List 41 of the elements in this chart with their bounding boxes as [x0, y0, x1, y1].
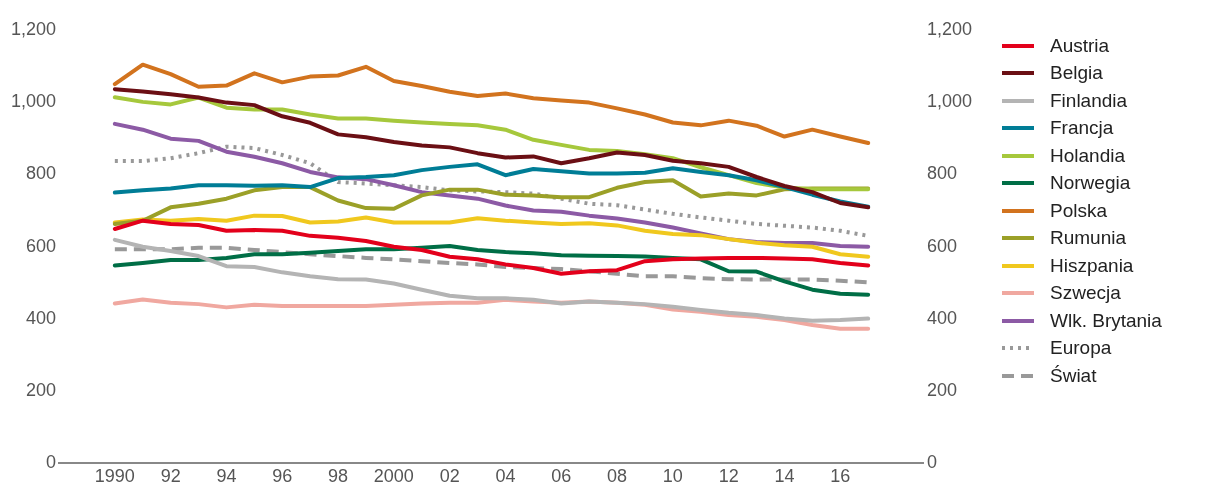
- legend-label: Świat: [1050, 364, 1097, 387]
- x-tick-label: 92: [160, 466, 181, 487]
- x-tick-label: 06: [551, 466, 572, 487]
- y2-tick-label: 800: [926, 163, 957, 184]
- x-tick-label: 16: [830, 466, 851, 487]
- legend-label: Austria: [1050, 34, 1110, 57]
- x-tick-label: 14: [774, 466, 795, 487]
- y-tick-label: 600: [26, 235, 57, 256]
- y-tick-label: 0: [46, 452, 57, 473]
- legend-label: Finlandia: [1050, 89, 1128, 112]
- legend-label: Belgia: [1050, 62, 1103, 85]
- y-tick-label: 800: [26, 163, 57, 184]
- y2-tick-label: 600: [926, 235, 957, 256]
- y2-tick-label: 0: [926, 452, 937, 473]
- y2-tick-label: 200: [926, 380, 957, 401]
- x-tick-label: 08: [607, 466, 628, 487]
- legend-label: Szwecja: [1050, 282, 1121, 305]
- x-tick-label: 96: [272, 466, 293, 487]
- x-tick-label: 04: [495, 466, 516, 487]
- y-tick-label: 1,200: [11, 18, 57, 39]
- x-tick-label: 02: [439, 466, 460, 487]
- x-tick-label: 98: [328, 466, 349, 487]
- x-tick-label: 94: [216, 466, 237, 487]
- y-tick-label: 200: [26, 380, 57, 401]
- legend-label: Francja: [1050, 117, 1114, 140]
- legend-label: Polska: [1050, 199, 1108, 222]
- legend-label: Holandia: [1050, 144, 1125, 167]
- legend-label: Wlk. Brytania: [1050, 309, 1162, 332]
- x-tick-label: 1990: [94, 466, 135, 487]
- x-tick-label: 12: [718, 466, 739, 487]
- x-tick-label: 10: [662, 466, 683, 487]
- y2-tick-label: 1,200: [926, 18, 972, 39]
- y2-tick-label: 400: [926, 307, 957, 328]
- legend-label: Rumunia: [1050, 227, 1127, 250]
- legend-label: Hiszpania: [1050, 254, 1134, 277]
- y-tick-label: 1,000: [11, 91, 57, 112]
- y2-tick-label: 1,000: [926, 91, 972, 112]
- legend-label: Norwegia: [1050, 172, 1131, 195]
- x-tick-label: 2000: [373, 466, 414, 487]
- y-tick-label: 400: [26, 307, 57, 328]
- legend-label: Europa: [1050, 337, 1112, 360]
